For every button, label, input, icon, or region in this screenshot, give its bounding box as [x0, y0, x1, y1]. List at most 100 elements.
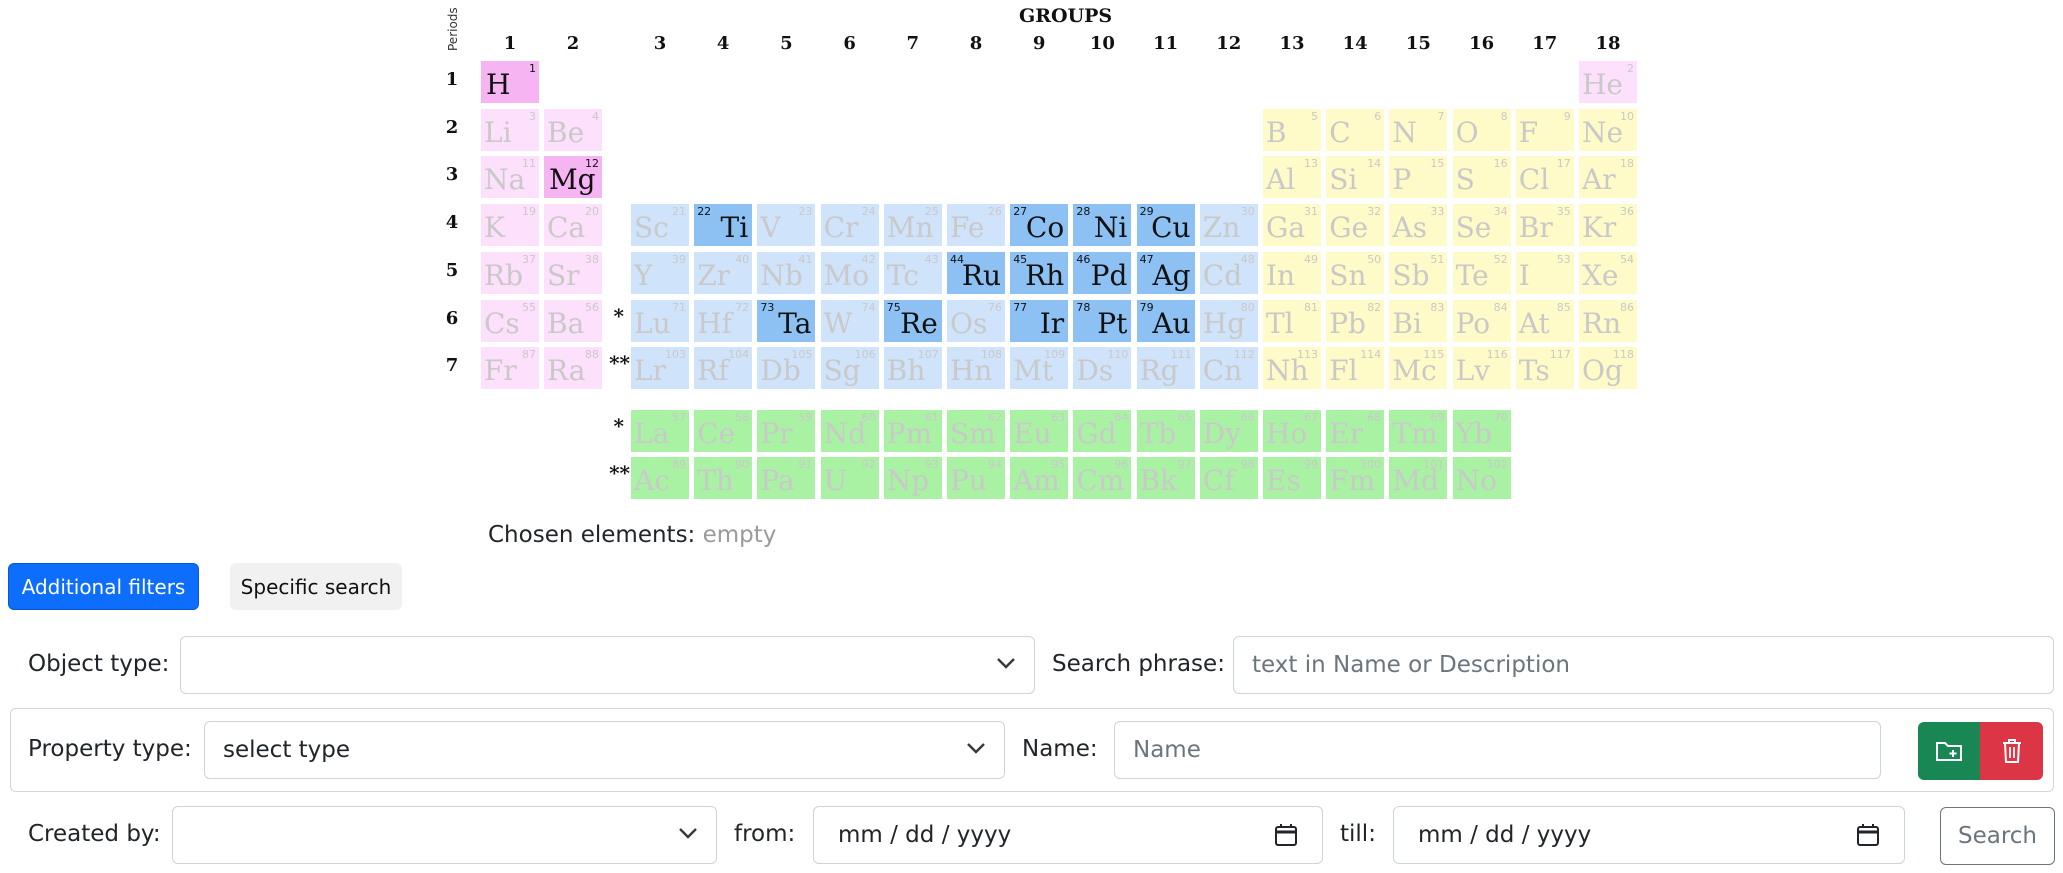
element-lr[interactable]: 103 Lr: [631, 347, 689, 390]
element-yb[interactable]: 70 Yb: [1452, 410, 1511, 452]
property-type-select[interactable]: select type: [204, 721, 1005, 779]
element-am[interactable]: 95 Am: [1010, 457, 1069, 499]
created-by-select[interactable]: [172, 806, 717, 864]
object-type-select[interactable]: [180, 636, 1035, 694]
element-al[interactable]: 13 Al: [1263, 156, 1321, 199]
element-sb[interactable]: 51 Sb: [1389, 251, 1448, 294]
element-np[interactable]: 93 Np: [883, 457, 942, 499]
element-kr[interactable]: 36 Kr: [1579, 204, 1637, 247]
element-rb[interactable]: 37 Rb: [481, 251, 539, 294]
element-bi[interactable]: 83 Bi: [1389, 299, 1448, 342]
element-p[interactable]: 15 P: [1389, 156, 1448, 199]
element-te[interactable]: 52 Te: [1452, 251, 1511, 294]
element-sm[interactable]: 62 Sm: [947, 410, 1005, 452]
element-sg[interactable]: 106 Sg: [820, 347, 879, 390]
element-th[interactable]: 90 Th: [694, 457, 753, 499]
element-gd[interactable]: 64 Gd: [1073, 410, 1132, 452]
element-ca[interactable]: 20 Ca: [544, 204, 602, 247]
element-i[interactable]: 53 I: [1515, 251, 1574, 294]
from-date-input[interactable]: mm / dd / yyyy: [813, 806, 1323, 864]
element-nd[interactable]: 60 Nd: [820, 410, 879, 452]
element-rf[interactable]: 104 Rf: [694, 347, 753, 390]
element-he[interactable]: 2 He: [1579, 61, 1637, 103]
element-nb[interactable]: 41 Nb: [757, 251, 816, 294]
element-mn[interactable]: 25 Mn: [883, 204, 942, 247]
element-ac[interactable]: 89 Ac: [631, 457, 689, 499]
element-v[interactable]: 23 V: [757, 204, 816, 247]
till-date-input[interactable]: mm / dd / yyyy: [1393, 806, 1905, 864]
element-dy[interactable]: 66 Dy: [1199, 410, 1258, 452]
element-hf[interactable]: 72 Hf: [694, 299, 753, 342]
element-zn[interactable]: 30 Zn: [1199, 204, 1258, 247]
element-pt[interactable]: 78 Pt: [1073, 299, 1132, 342]
element-rh[interactable]: 45 Rh: [1010, 251, 1069, 294]
element-ts[interactable]: 117 Ts: [1515, 347, 1574, 390]
element-tm[interactable]: 69 Tm: [1389, 410, 1448, 452]
element-si[interactable]: 14 Si: [1326, 156, 1385, 199]
element-hg[interactable]: 80 Hg: [1199, 299, 1258, 342]
element-db[interactable]: 105 Db: [757, 347, 816, 390]
element-fe[interactable]: 26 Fe: [947, 204, 1005, 247]
element-cs[interactable]: 55 Cs: [481, 299, 539, 342]
element-cu[interactable]: 29 Cu: [1136, 204, 1195, 247]
element-ne[interactable]: 10 Ne: [1579, 108, 1637, 151]
element-fl[interactable]: 114 Fl: [1326, 347, 1385, 390]
element-ho[interactable]: 67 Ho: [1263, 410, 1321, 452]
element-na[interactable]: 11 Na: [481, 156, 539, 199]
element-li[interactable]: 3 Li: [481, 108, 539, 151]
element-ag[interactable]: 47 Ag: [1136, 251, 1195, 294]
element-rg[interactable]: 111 Rg: [1136, 347, 1195, 390]
element-ir[interactable]: 77 Ir: [1010, 299, 1069, 342]
element-ta[interactable]: 73 Ta: [757, 299, 816, 342]
element-br[interactable]: 35 Br: [1515, 204, 1574, 247]
element-rn[interactable]: 86 Rn: [1579, 299, 1637, 342]
element-bh[interactable]: 107 Bh: [883, 347, 942, 390]
search-button[interactable]: Search: [1940, 807, 2055, 865]
element-u[interactable]: 92 U: [820, 457, 879, 499]
element-pu[interactable]: 94 Pu: [947, 457, 1005, 499]
element-ru[interactable]: 44 Ru: [947, 251, 1005, 294]
calendar-icon[interactable]: [1856, 823, 1880, 847]
element-eu[interactable]: 63 Eu: [1010, 410, 1069, 452]
element-cl[interactable]: 17 Cl: [1515, 156, 1574, 199]
element-md[interactable]: 101 Md: [1389, 457, 1448, 499]
element-cd[interactable]: 48 Cd: [1199, 251, 1258, 294]
element-at[interactable]: 85 At: [1515, 299, 1574, 342]
element-as[interactable]: 33 As: [1389, 204, 1448, 247]
element-pm[interactable]: 61 Pm: [883, 410, 942, 452]
element-mg[interactable]: 12 Mg: [544, 156, 602, 199]
element-se[interactable]: 34 Se: [1452, 204, 1511, 247]
element-po[interactable]: 84 Po: [1452, 299, 1511, 342]
element-ga[interactable]: 31 Ga: [1263, 204, 1321, 247]
element-zr[interactable]: 40 Zr: [694, 251, 753, 294]
element-xe[interactable]: 54 Xe: [1579, 251, 1637, 294]
element-cn[interactable]: 112 Cn: [1199, 347, 1258, 390]
element-ds[interactable]: 110 Ds: [1073, 347, 1132, 390]
search-phrase-input[interactable]: text in Name or Description: [1233, 636, 2054, 694]
element-cf[interactable]: 98 Cf: [1199, 457, 1258, 499]
element-au[interactable]: 79 Au: [1136, 299, 1195, 342]
element-hn[interactable]: 108 Hn: [947, 347, 1005, 390]
element-sc[interactable]: 21 Sc: [631, 204, 689, 247]
element-k[interactable]: 19 K: [481, 204, 539, 247]
element-pd[interactable]: 46 Pd: [1073, 251, 1132, 294]
element-og[interactable]: 118 Og: [1579, 347, 1637, 390]
element-ce[interactable]: 58 Ce: [694, 410, 753, 452]
element-mc[interactable]: 115 Mc: [1389, 347, 1448, 390]
element-es[interactable]: 99 Es: [1263, 457, 1321, 499]
element-bk[interactable]: 97 Bk: [1136, 457, 1195, 499]
element-be[interactable]: 4 Be: [544, 108, 602, 151]
element-tb[interactable]: 65 Tb: [1136, 410, 1195, 452]
element-pa[interactable]: 91 Pa: [757, 457, 816, 499]
element-ba[interactable]: 56 Ba: [544, 299, 602, 342]
element-y[interactable]: 39 Y: [631, 251, 689, 294]
element-cm[interactable]: 96 Cm: [1073, 457, 1132, 499]
add-folder-button[interactable]: [1918, 722, 1980, 780]
delete-button[interactable]: [1980, 722, 2043, 780]
